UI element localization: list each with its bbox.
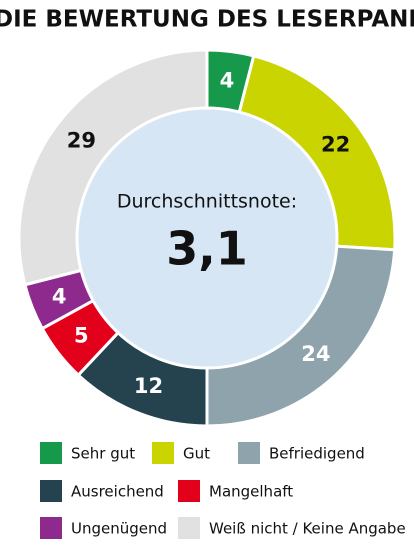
legend-swatch	[238, 442, 260, 464]
value-label: 22	[321, 133, 350, 157]
center-value: 3,1	[166, 222, 248, 276]
value-label: 5	[74, 323, 89, 347]
legend-item: Befriedigend	[238, 442, 365, 464]
legend-swatch	[178, 517, 200, 539]
legend-label: Gut	[183, 445, 210, 463]
legend-swatch	[152, 442, 174, 464]
legend-item: Weiß nicht / Keine Angabe	[178, 517, 406, 539]
chart-title: DIE BEWERTUNG DES LESERPANE	[0, 7, 414, 33]
value-label: 24	[301, 342, 330, 366]
legend-item: Ausreichend	[40, 480, 164, 502]
legend-swatch	[40, 442, 62, 464]
legend-item: Ungenügend	[40, 517, 167, 539]
value-label: 4	[220, 68, 235, 92]
value-label: 4	[52, 285, 67, 309]
legend-label: Ungenügend	[71, 520, 167, 538]
value-label: 12	[134, 374, 163, 398]
legend-label: Sehr gut	[71, 445, 135, 463]
center-text: Durchschnittsnote:	[117, 191, 297, 213]
legend-swatch	[40, 517, 62, 539]
legend-label: Befriedigend	[269, 445, 365, 463]
legend-item: Mangelhaft	[178, 480, 293, 502]
legend-item: Gut	[152, 442, 210, 464]
legend-label: Mangelhaft	[209, 483, 293, 501]
legend-label: Weiß nicht / Keine Angabe	[209, 520, 406, 538]
center-disc	[75, 106, 339, 370]
legend-swatch	[40, 480, 62, 502]
legend-label: Ausreichend	[71, 483, 164, 501]
legend-item: Sehr gut	[40, 442, 135, 464]
legend-swatch	[178, 480, 200, 502]
value-label: 29	[67, 129, 96, 153]
